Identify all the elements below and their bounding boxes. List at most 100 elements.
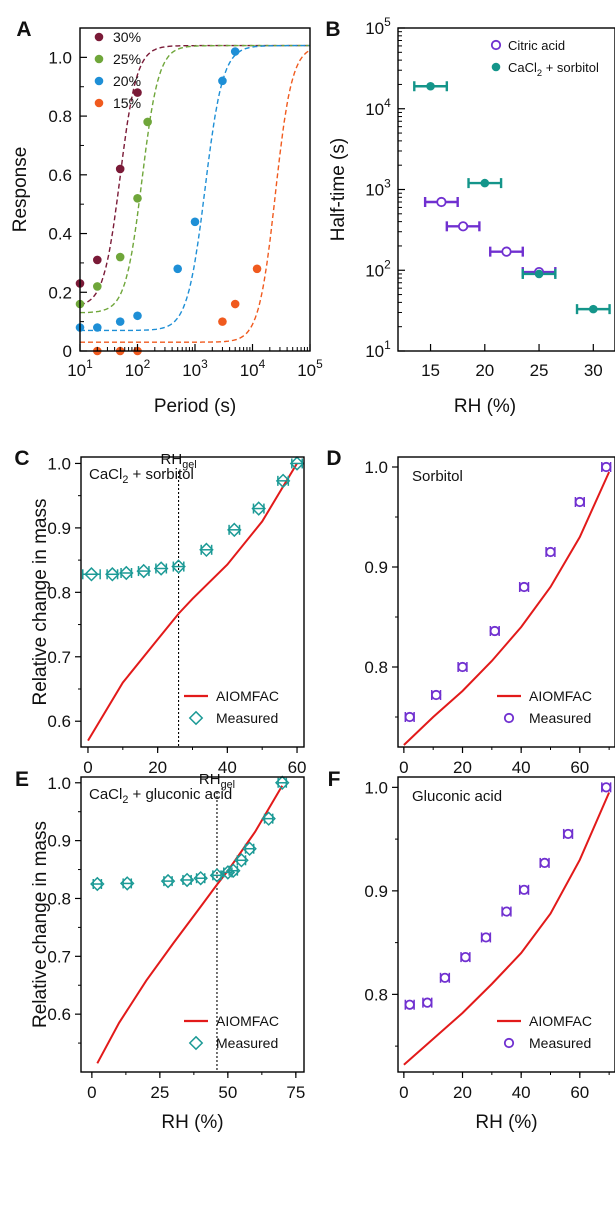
data-point	[457, 221, 469, 232]
legend-marker	[94, 98, 104, 108]
data-point	[252, 264, 262, 274]
data-point	[209, 868, 225, 883]
data-point	[489, 625, 500, 637]
panel-label: C	[14, 447, 29, 470]
legend-marker	[503, 712, 515, 724]
panel-label: D	[326, 447, 341, 470]
y-axis-label: Half-time (s)	[328, 138, 349, 241]
x-tick-label: 25	[150, 1083, 169, 1102]
y-tick-label: 102	[365, 257, 391, 280]
y-tick-label: 0.6	[47, 1005, 71, 1024]
fit-curve	[80, 49, 311, 343]
y-tick-label: 0.6	[47, 712, 71, 731]
data-point	[179, 872, 195, 888]
data-point	[218, 317, 227, 326]
x-tick-label: 30	[584, 361, 603, 380]
legend-label: CaCl2 + sorbitol	[508, 60, 599, 78]
legend-marker	[188, 710, 204, 726]
data-point	[173, 264, 182, 274]
panel-a: A 101 102 103 104 105 0 0.2 0.4 0.6 0.8 1.0 Period (…	[10, 18, 323, 417]
y-tick-label: 1.0	[364, 458, 388, 477]
x-tick-label: 50	[218, 1083, 237, 1102]
data-point	[589, 304, 598, 314]
data-point	[133, 88, 142, 97]
x-tick-label: 15	[421, 361, 440, 380]
data-point	[261, 811, 276, 826]
y-tick-label: 105	[365, 15, 391, 38]
data-point	[601, 461, 612, 473]
x-tick-label: 105	[297, 357, 323, 380]
y-tick-label: 0.7	[47, 648, 71, 667]
data-point	[199, 542, 214, 558]
data-point	[234, 853, 249, 868]
data-point	[251, 501, 266, 516]
y-tick-label: 0.8	[364, 985, 388, 1004]
legend-label: AIOMFAC	[216, 1013, 279, 1029]
x-tick-label: 25	[530, 361, 549, 380]
plot-frame	[397, 776, 615, 1073]
legend-marker	[94, 54, 104, 64]
x-axis-label: RH (%)	[475, 1112, 537, 1133]
panel-e: E RHgel 0 25 50 75 0.6 0.7 0.8 0.9 1.0 RH (%) Relati…	[15, 768, 305, 1133]
y-axis-label: Response	[10, 147, 31, 233]
panel-c: C RHgel 0 20 40 60 0.6 0.7 0.8 0.9 1.0 Relative cha…	[14, 447, 306, 777]
data-point	[230, 47, 240, 56]
panel-annotation: CaCl2 + sorbitol	[89, 466, 194, 486]
legend-label: 30%	[113, 29, 141, 45]
legend-label: 20%	[113, 73, 141, 89]
data-point	[115, 317, 125, 326]
panel-annotation: Sorbitol	[412, 468, 463, 485]
data-point	[404, 711, 415, 723]
rh-gel-label: RHgel	[199, 771, 235, 791]
x-tick-label: 103	[182, 357, 208, 380]
plot-frame	[397, 456, 615, 748]
data-point	[193, 870, 208, 886]
y-tick-label: 1.0	[48, 48, 72, 67]
y-tick-label: 1.0	[47, 774, 71, 793]
data-point	[275, 473, 291, 489]
y-tick-label: 0.9	[364, 882, 388, 901]
x-tick-label: 40	[512, 1083, 531, 1102]
data-point	[218, 76, 227, 86]
data-point	[227, 522, 242, 538]
y-axis-label: Relative change in mass	[30, 821, 51, 1028]
y-tick-label: 0.6	[48, 166, 72, 185]
legend-marker	[188, 1035, 204, 1051]
y-tick-label: 0.8	[48, 107, 72, 126]
x-tick-label: 104	[240, 357, 266, 380]
y-tick-label: 0.9	[47, 519, 71, 538]
fit-curve	[79, 44, 310, 314]
panel-label: A	[16, 18, 31, 41]
rh-gel-label: RHgel	[161, 451, 197, 471]
data-point	[153, 561, 169, 576]
data-point	[160, 873, 176, 889]
panel-b: B 15 20 25 30 101 102 103 104 105 RH (%) Half-time …	[325, 15, 615, 417]
data-point	[501, 906, 512, 917]
panel-annotation: CaCl2 + gluconic acid	[89, 786, 232, 806]
data-point	[143, 117, 152, 127]
x-tick-label: 20	[475, 361, 494, 380]
plot-frame	[397, 27, 615, 352]
y-tick-label: 1.0	[47, 454, 71, 473]
fit-curve	[80, 44, 310, 332]
data-point	[422, 997, 433, 1008]
x-axis-label: RH (%)	[161, 1112, 223, 1133]
x-tick-label: 40	[512, 758, 531, 777]
aiomfac-line	[403, 792, 611, 1066]
y-tick-label: 0.8	[364, 658, 388, 677]
x-tick-label: 0	[399, 758, 408, 777]
x-tick-label: 75	[286, 1083, 305, 1102]
data-point	[190, 217, 200, 227]
data-point	[480, 932, 492, 943]
x-axis-label: Period (s)	[154, 396, 236, 417]
data-point	[133, 311, 142, 321]
data-point	[274, 775, 290, 791]
legend-label: AIOMFAC	[216, 688, 279, 704]
y-tick-label: 101	[365, 338, 391, 361]
data-point	[601, 782, 612, 793]
legend-label: AIOMFAC	[529, 1013, 592, 1029]
data-point	[136, 563, 151, 579]
data-point	[574, 496, 585, 508]
x-tick-label: 102	[125, 357, 151, 380]
